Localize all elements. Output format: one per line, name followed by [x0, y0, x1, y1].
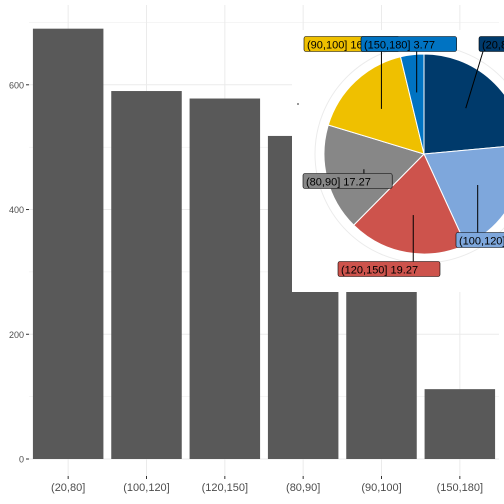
- pie-slice-label: (100,120] 19.61: [459, 236, 504, 248]
- x-tick-label: (80,90]: [286, 482, 320, 494]
- y-tick-label: 400: [9, 205, 24, 215]
- x-tick-label: (100,120]: [123, 482, 169, 494]
- x-tick-label: (120,150]: [202, 482, 248, 494]
- y-tick-label: 200: [9, 330, 24, 340]
- bar-2: [190, 99, 260, 459]
- x-tick-label: (90,100]: [361, 482, 401, 494]
- pie-chart-inset: (20,80] 23.53 (100,120] 19.61 (120,150] 19…: [292, 30, 504, 292]
- bar-5: [425, 389, 496, 459]
- bar-0: [33, 29, 104, 459]
- x-tick-label: (150,180]: [437, 482, 483, 494]
- pie-slice-label: (20,80] 23.53: [482, 40, 504, 52]
- bar-1: [111, 91, 182, 459]
- bar-4: [346, 287, 417, 459]
- y-tick-label: 600: [9, 80, 24, 90]
- y-tick-label: 0: [19, 455, 24, 465]
- x-tick-label: (20,80]: [51, 482, 85, 494]
- pie-slice-label: (80,90] 17.27: [306, 177, 371, 189]
- pie-slice-label: (120,150] 19.27: [341, 265, 418, 277]
- pie-slice-label: (150,180] 3.77: [364, 40, 435, 52]
